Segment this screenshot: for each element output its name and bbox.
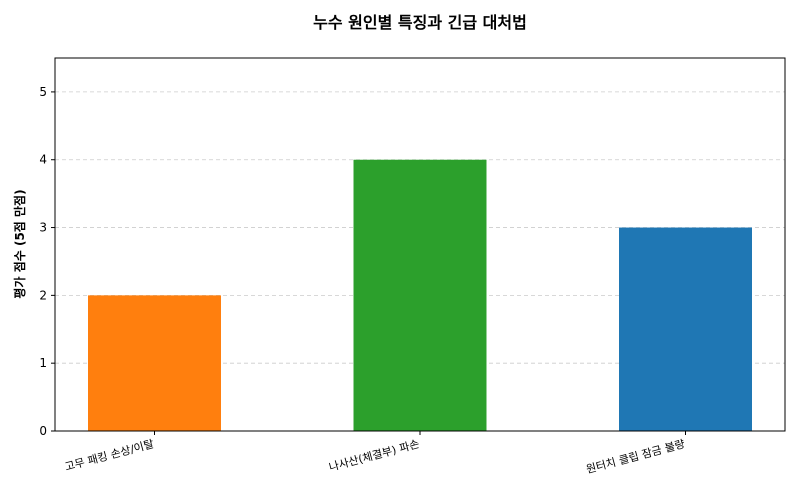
bar-3	[619, 227, 752, 431]
x-tick-label-3: 원터치 클립 잠금 불량	[585, 437, 686, 476]
y-tick-label-5: 5	[39, 85, 47, 99]
x-axis-ticks: 고무 패킹 손상/이탈 나사산(체결부) 파손 원터치 클립 잠금 불량	[63, 431, 686, 476]
chart-title: 누수 원인별 특징과 긴급 대처법	[313, 13, 527, 32]
x-tick-label-2: 나사산(체결부) 파손	[328, 437, 421, 474]
y-tick-label-1: 1	[39, 356, 47, 370]
bar-1	[88, 295, 221, 431]
y-tick-label-4: 4	[39, 153, 47, 167]
bars	[88, 159, 752, 431]
y-axis-ticks: 0 1 2 3 4 5	[39, 85, 55, 438]
y-tick-label-0: 0	[39, 424, 47, 438]
y-tick-label-3: 3	[39, 221, 47, 235]
y-axis-label: 평가 점수 (5점 만점)	[12, 189, 27, 298]
x-tick-label-1: 고무 패킹 손상/이탈	[63, 437, 155, 473]
y-tick-label-2: 2	[39, 288, 47, 302]
bar-2	[353, 159, 487, 431]
